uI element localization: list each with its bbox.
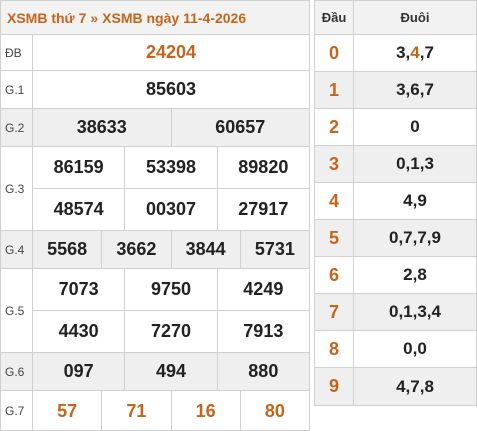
loto-row: 4 4,9 [315, 183, 476, 220]
loto-row: 1 3,6,7 [315, 72, 476, 109]
loto-tail-digits: 0,0 [354, 331, 476, 367]
prize-number: 3662 [101, 231, 170, 268]
xsmb-weekday-link[interactable]: XSMB thứ 7 [7, 9, 87, 26]
tail-digit-text: 0 [410, 117, 420, 136]
results-header: XSMB thứ 7 » XSMB ngày 11-4-2026 [1, 1, 309, 35]
tail-column-label: Đuôi [400, 10, 430, 25]
tail-digit-text: 3, [396, 43, 411, 62]
prize-row: G.5 7073 9750 4249 4430 7270 7913 [1, 269, 309, 353]
loto-row: 0 3, 4,7 [315, 35, 476, 72]
prize-number: 16 [170, 391, 240, 431]
loto-head-digit: 8 [315, 331, 354, 367]
prize-label: G.3 [1, 147, 33, 230]
loto-head-digit: 3 [315, 146, 354, 182]
prize-number: 38633 [76, 117, 127, 137]
loto-head-digit: 6 [315, 257, 354, 293]
prize-row: G.7 57 71 16 80 [1, 391, 309, 431]
prize-number: 4430 [58, 321, 99, 341]
loto-tail-digits: 2,8 [354, 257, 476, 293]
prize-label: G.7 [1, 391, 33, 431]
loto-row: 7 0,1,3,4 [315, 294, 476, 331]
loto-head-digit: 2 [315, 109, 354, 145]
loto-row: 8 0,0 [315, 331, 476, 368]
tail-digit-text: 0,1,3,4 [389, 302, 441, 321]
loto-head-digit: 7 [315, 294, 354, 330]
special-tail-digit: 4 [410, 43, 420, 62]
prize-number: 57 [57, 400, 78, 421]
loto-head-digit: 5 [315, 220, 354, 256]
prize-number: 880 [216, 353, 309, 390]
tail-digit-text: 4,7,8 [396, 376, 434, 396]
tail-digit-text: 4,9 [403, 191, 427, 210]
prize-number: 86159 [53, 157, 104, 177]
results-table: XSMB thứ 7 » XSMB ngày 11-4-2026 ĐB 24204… [0, 0, 310, 431]
prize-label: G.4 [1, 231, 33, 268]
loto-tail-digits: 4,7,8 [354, 368, 476, 405]
loto-tail-digits: 0,7,7,9 [354, 220, 476, 256]
prize-row: G.1 85603 [1, 71, 309, 109]
loto-head-digit: 0 [315, 35, 354, 71]
tail-digit-text: 0,7,7,9 [389, 228, 441, 247]
prize-number: 5568 [47, 239, 88, 259]
tail-digit-text: 2,8 [403, 265, 427, 284]
loto-row: 6 2,8 [315, 257, 476, 294]
prize-row: G.2 38633 60657 [1, 109, 309, 147]
xsmb-date-link[interactable]: XSMB ngày 11-4-2026 [102, 9, 247, 26]
head-column-label: Đầu [315, 1, 354, 34]
prize-number: 24204 [145, 42, 197, 62]
prize-label: G.5 [1, 269, 33, 352]
prize-row: ĐB 24204 [1, 35, 309, 71]
prize-number: 53398 [124, 147, 216, 188]
loto-table: Đầu Đuôi 0 3, 4,7 1 3,6,7 2 0 3 0,1,3 4 4,9 5 0,7,7,… [314, 0, 477, 406]
prize-number: 27917 [216, 189, 309, 230]
prize-number: 4249 [216, 269, 309, 310]
prize-label: ĐB [1, 35, 33, 70]
loto-tail-digits: 4,9 [354, 183, 476, 219]
loto-tail-digits: 0,1,3 [354, 146, 476, 182]
prize-number: 5731 [239, 231, 309, 268]
prize-row: G.4 5568 3662 3844 5731 [1, 231, 309, 269]
prize-number: 7913 [216, 311, 309, 352]
prize-number: 85603 [145, 79, 197, 99]
loto-header: Đầu Đuôi [315, 1, 476, 35]
loto-tail-digits: 3, 4,7 [354, 35, 476, 71]
prize-number: 7270 [124, 311, 216, 352]
prize-label: G.1 [1, 71, 33, 108]
loto-head-digit: 4 [315, 183, 354, 219]
prize-number: 7073 [58, 279, 99, 299]
loto-tail-digits: 3,6,7 [354, 72, 476, 108]
breadcrumb-separator: » [90, 9, 99, 26]
prize-number: 097 [63, 361, 94, 381]
loto-row: 5 0,7,7,9 [315, 220, 476, 257]
loto-head-digit: 1 [315, 72, 354, 108]
prize-label: G.6 [1, 353, 33, 390]
tail-digit-text: 0,1,3 [396, 154, 434, 173]
prize-number: 00307 [124, 189, 216, 230]
prize-number: 9750 [124, 269, 216, 310]
tail-digit-text: ,7 [419, 43, 434, 62]
prize-number: 89820 [216, 147, 309, 188]
prize-number: 80 [239, 391, 309, 431]
loto-tail-digits: 0 [354, 109, 476, 145]
prize-rows: ĐB 24204 G.1 85603 G.2 38633 60657 G.3 86159 5339… [1, 35, 309, 431]
prize-number: 48574 [53, 199, 104, 219]
prize-number: 71 [101, 391, 170, 431]
prize-row: G.6 097 494 880 [1, 353, 309, 391]
loto-rows: 0 3, 4,7 1 3,6,7 2 0 3 0,1,3 4 4,9 5 0,7,7,9 6 2,8 7 0,1… [315, 35, 476, 405]
tail-digit-text: 0,0 [403, 339, 427, 358]
loto-row: 3 0,1,3 [315, 146, 476, 183]
tail-digit-text: 3,6,7 [396, 80, 434, 99]
prize-number: 494 [124, 353, 216, 390]
loto-tail-digits: 0,1,3,4 [354, 294, 476, 330]
prize-label: G.2 [1, 109, 33, 146]
loto-head-digit: 9 [315, 368, 354, 405]
prize-number: 60657 [170, 109, 310, 146]
prize-row: G.3 86159 53398 89820 48574 00307 27917 [1, 147, 309, 231]
prize-number: 3844 [170, 231, 240, 268]
loto-row: 9 4,7,8 [315, 368, 476, 405]
